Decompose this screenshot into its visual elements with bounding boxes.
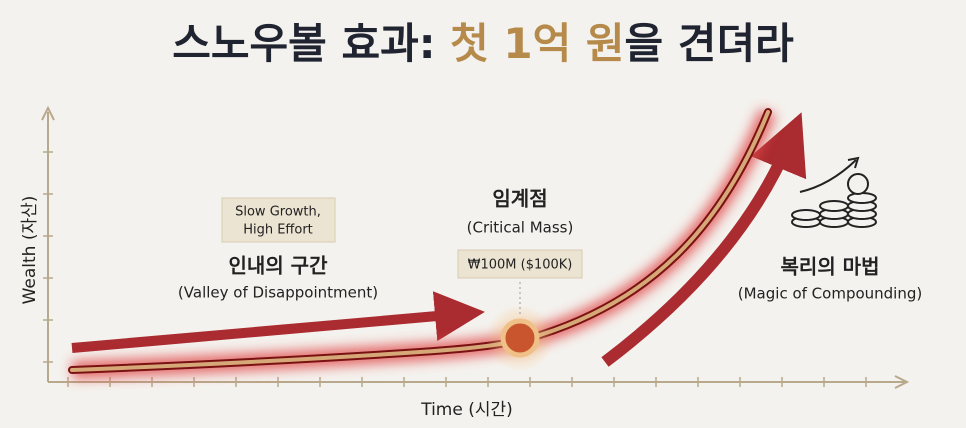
magic-title: 복리의 마법 (781, 255, 880, 279)
valley-arrow (71, 291, 485, 353)
critical-badge (457, 249, 583, 279)
critical-subtitle: (Critical Mass) (467, 219, 574, 237)
ticks (43, 151, 867, 387)
critical-point (500, 318, 540, 358)
y-axis-label: Wealth (자산) (20, 196, 40, 305)
critical-badge-text: ₩100M ($100K) (468, 258, 573, 273)
curve-glow (71, 108, 777, 379)
magic-subtitle: (Magic of Compounding) (738, 285, 922, 303)
valley-subtitle: (Valley of Disappointment) (178, 284, 378, 302)
curve-outline (68, 108, 772, 374)
y-axis-arrow (41, 105, 55, 121)
compounding-arrow (601, 112, 807, 367)
critical-title: 임계점 (492, 187, 547, 211)
x-axis-label: Time (시간) (420, 400, 513, 420)
curve (70, 110, 770, 372)
x-axis-arrow (894, 375, 910, 389)
title: 스노우볼 효과: 첫 1억 원을 견뎌라 (172, 19, 794, 68)
title-highlight: 첫 1억 원 (450, 19, 624, 68)
valley-title: 인내의 구간 (229, 254, 329, 278)
axes (41, 105, 910, 389)
slow-growth-line: Slow Growth, (235, 205, 321, 220)
title-suffix: 을 견뎌라 (625, 19, 795, 68)
title-prefix: 스노우볼 효과: (172, 19, 435, 68)
coins-icon (791, 156, 877, 228)
slow-growth-line: High Effort (243, 223, 313, 238)
slow-growth-box (221, 197, 336, 243)
